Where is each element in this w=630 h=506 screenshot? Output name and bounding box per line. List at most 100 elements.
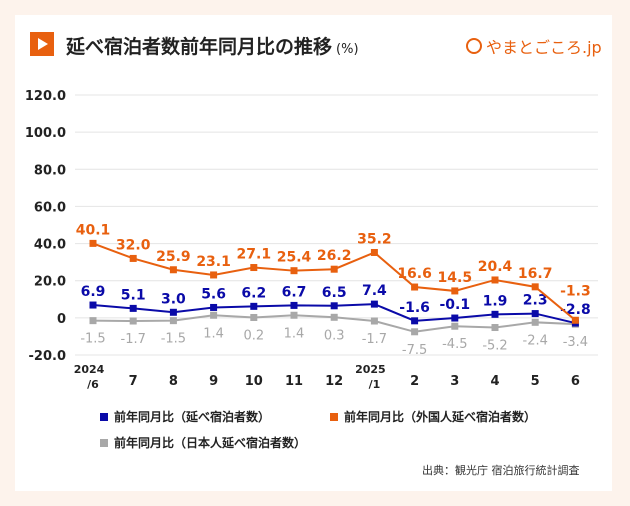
data-label: -1.5 <box>80 332 105 347</box>
data-label: 35.2 <box>357 231 392 247</box>
data-label: -1.3 <box>560 283 591 299</box>
logo-text: やまとごころ.jp <box>486 38 602 57</box>
legend-label: 前年同月比（外国人延べ宿泊者数） <box>344 410 537 424</box>
legend-item-japanese: 前年同月比（日本人延べ宿泊者数） <box>100 434 306 451</box>
chart-title: 延べ宿泊者数前年同月比の推移 (%) <box>66 32 359 59</box>
data-label: 16.6 <box>397 266 432 282</box>
data-label: 6.7 <box>282 284 307 300</box>
data-label: 26.2 <box>317 248 352 264</box>
data-point <box>571 316 579 324</box>
data-label: 6.9 <box>81 284 106 300</box>
data-label: 1.4 <box>203 326 224 341</box>
data-point <box>129 304 137 312</box>
play-icon <box>30 32 54 56</box>
logo: やまとごころ.jp <box>466 34 602 58</box>
data-label: -2.4 <box>523 333 548 348</box>
data-point <box>89 239 97 247</box>
x-tick-label: 11 <box>285 374 303 389</box>
data-point <box>210 271 218 279</box>
data-point <box>89 301 97 309</box>
x-tick-label: 3 <box>450 374 459 389</box>
data-point <box>169 317 177 325</box>
data-point <box>330 265 338 273</box>
data-label: -2.8 <box>560 302 591 318</box>
data-label: 6.5 <box>322 285 347 301</box>
unit: (%) <box>336 42 359 57</box>
data-point <box>491 276 499 284</box>
legend-swatch <box>100 438 108 447</box>
data-point <box>370 300 378 308</box>
data-point <box>451 322 459 330</box>
y-tick-label: 100.0 <box>25 126 66 141</box>
data-label: 25.4 <box>277 250 312 266</box>
legend-label: 前年同月比（延べ宿泊者数） <box>114 410 271 424</box>
data-label: 7.4 <box>362 283 387 299</box>
x-tick-label: /1 <box>369 378 381 391</box>
data-label: -1.6 <box>399 300 430 316</box>
legend-item-foreign: 前年同月比（外国人延べ宿泊者数） <box>330 408 536 425</box>
data-point <box>411 317 419 325</box>
y-tick-label: 120.0 <box>25 89 66 104</box>
data-label: 40.1 <box>76 222 111 238</box>
x-tick-label: 5 <box>531 374 540 389</box>
data-label: 14.5 <box>438 270 473 286</box>
x-tick-label: 2025 <box>355 363 386 376</box>
x-tick-label: 9 <box>209 374 218 389</box>
title-text: 延べ宿泊者数前年同月比の推移 <box>66 36 333 58</box>
data-label: 3.0 <box>161 291 186 307</box>
data-point <box>250 313 258 321</box>
x-tick-label: 2 <box>410 374 419 389</box>
y-tick-label: 0 <box>57 312 66 327</box>
data-label: -1.5 <box>161 332 186 347</box>
legend-item-total: 前年同月比（延べ宿泊者数） <box>100 408 270 425</box>
logo-icon <box>466 38 482 54</box>
y-tick-label: 80.0 <box>34 163 66 178</box>
x-tick-label: 6 <box>571 374 580 389</box>
data-point <box>411 328 419 336</box>
data-label: 25.9 <box>156 249 191 265</box>
data-point <box>531 318 539 326</box>
x-tick-label: 7 <box>129 374 138 389</box>
data-point <box>290 301 298 309</box>
data-point <box>169 308 177 316</box>
data-label: 16.7 <box>518 266 553 282</box>
data-point <box>451 287 459 295</box>
x-tick-label: /6 <box>87 378 99 391</box>
data-point <box>210 303 218 311</box>
data-point <box>370 248 378 256</box>
data-label: 5.1 <box>121 287 146 303</box>
legend-swatch <box>100 412 108 421</box>
data-point <box>250 302 258 310</box>
data-label: 1.4 <box>284 326 305 341</box>
data-label: 32.0 <box>116 237 151 253</box>
data-point <box>129 317 137 325</box>
data-point <box>491 324 499 332</box>
data-label: 23.1 <box>196 254 231 270</box>
chart-card <box>15 15 612 491</box>
data-label: -4.5 <box>442 337 467 352</box>
data-label: 2.3 <box>523 293 548 309</box>
x-tick-label: 8 <box>169 374 178 389</box>
data-point <box>210 311 218 319</box>
data-point <box>330 302 338 310</box>
x-tick-label: 2024 <box>74 363 105 376</box>
data-label: 6.2 <box>241 285 266 301</box>
y-tick-label: 40.0 <box>34 238 66 253</box>
data-point <box>129 254 137 262</box>
data-point <box>491 310 499 318</box>
data-point <box>290 267 298 275</box>
data-point <box>330 313 338 321</box>
legend-swatch <box>330 412 338 421</box>
data-point <box>451 314 459 322</box>
data-label: -0.1 <box>439 297 470 313</box>
y-tick-label: 20.0 <box>34 275 66 290</box>
y-tick-label: -20.0 <box>29 349 66 364</box>
data-label: -1.7 <box>362 332 387 347</box>
legend-label: 前年同月比（日本人延べ宿泊者数） <box>114 436 307 450</box>
data-label: 5.6 <box>201 286 226 302</box>
data-point <box>250 264 258 272</box>
data-point <box>370 317 378 325</box>
data-point <box>89 317 97 325</box>
data-label: -3.4 <box>563 335 588 350</box>
